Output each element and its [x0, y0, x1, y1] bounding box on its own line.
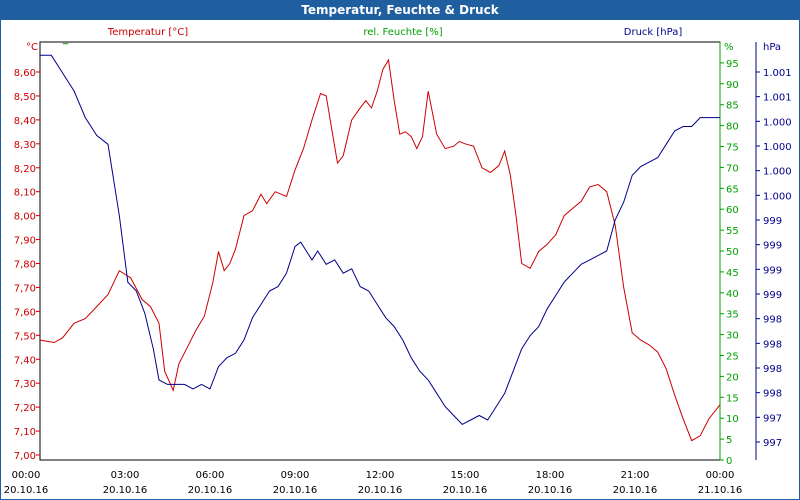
humidity-tick-label: 85 — [726, 101, 739, 112]
temp-tick-label: 7,90 — [14, 236, 36, 247]
tick-labels: 00:00 20.10.16 03:00 20.10.16 06:00 20.10.16 0… — [4, 59, 792, 496]
x-tick-time: 09:00 — [281, 470, 310, 481]
x-tick-date: 20.10.16 — [4, 485, 49, 496]
humidity-tick-label: 0 — [726, 456, 732, 467]
x-tick-time: 00:00 — [706, 470, 735, 481]
humidity-tick-label: 5 — [726, 435, 732, 446]
humidity-tick-label: 65 — [726, 184, 739, 195]
temp-tick-label: 8,50 — [14, 92, 36, 103]
pressure-tick-label: 1.000 — [763, 117, 792, 128]
temp-tick-label: 7,30 — [14, 379, 36, 390]
x-tick-date: 20.10.16 — [188, 485, 233, 496]
humidity-tick-label: 80 — [726, 122, 739, 133]
pressure-tick-label: 998 — [763, 339, 782, 350]
temp-tick-label: 7,50 — [14, 331, 36, 342]
humidity-tick-label: 55 — [726, 226, 739, 237]
humidity-tick-label: 45 — [726, 268, 739, 279]
temp-tick-label: 8,20 — [14, 164, 36, 175]
pressure-tick-label: 1.000 — [763, 142, 792, 153]
pressure-line — [40, 54, 720, 426]
plot-border — [39, 41, 721, 461]
temp-tick-label: 8,10 — [14, 188, 36, 199]
x-tick-time: 03:00 — [111, 470, 140, 481]
pressure-axis-title: Druck [hPa] — [624, 27, 683, 38]
temp-tick-label: 7,00 — [14, 451, 36, 462]
temp-unit-label: °C — [26, 42, 38, 53]
x-tick-time: 21:00 — [621, 470, 650, 481]
pressure-tick-label: 999 — [763, 216, 782, 227]
temp-tick-label: 7,10 — [14, 427, 36, 438]
humidity-tick-label: 25 — [726, 352, 739, 363]
pressure-unit-label: hPa — [763, 42, 781, 53]
humidity-unit-label: % — [724, 42, 734, 53]
temp-tick-label: 7,80 — [14, 260, 36, 271]
humidity-tick-label: 20 — [726, 372, 739, 383]
x-tick-date: 20.10.16 — [358, 485, 403, 496]
humidity-tick-label: 30 — [726, 331, 739, 342]
x-tick-time: 15:00 — [451, 470, 480, 481]
x-tick-date: 20.10.16 — [273, 485, 318, 496]
temp-tick-label: 7,60 — [14, 307, 36, 318]
temp-tick-label: 7,40 — [14, 355, 36, 366]
humidity-tick-label: 95 — [726, 59, 739, 70]
humidity-tick-label: 60 — [726, 205, 739, 216]
pressure-tick-label: 997 — [763, 438, 782, 449]
pressure-tick-label: 1.001 — [763, 93, 792, 104]
window-title: Temperatur, Feuchte & Druck — [0, 0, 800, 20]
humidity-tick-label: 10 — [726, 414, 739, 425]
x-tick-date: 21.10.16 — [698, 485, 743, 496]
x-tick-date: 20.10.16 — [443, 485, 488, 496]
temp-tick-label: 7,20 — [14, 403, 36, 414]
pressure-tick-label: 998 — [763, 389, 782, 400]
humidity-tick-label: 15 — [726, 393, 739, 404]
series-lines — [39, 43, 721, 442]
temp-axis-title: Temperatur [°C] — [107, 27, 188, 38]
pressure-tick-label: 999 — [763, 241, 782, 252]
x-tick-date: 20.10.16 — [103, 485, 148, 496]
x-tick-time: 00:00 — [12, 470, 41, 481]
pressure-tick-label: 1.000 — [763, 191, 792, 202]
humidity-tick-label: 35 — [726, 310, 739, 321]
temperature-line — [39, 58, 721, 442]
x-tick-date: 20.10.16 — [528, 485, 573, 496]
x-tick-date: 20.10.16 — [613, 485, 658, 496]
x-tick-time: 06:00 — [196, 470, 225, 481]
temp-tick-label: 8,40 — [14, 116, 36, 127]
temp-tick-label: 8,30 — [14, 140, 36, 151]
humidity-tick-label: 70 — [726, 163, 739, 174]
pressure-tick-label: 998 — [763, 315, 782, 326]
humidity-axis-title: rel. Feuchte [%] — [363, 27, 442, 38]
x-tick-time: 12:00 — [366, 470, 395, 481]
temp-tick-label: 7,70 — [14, 283, 36, 294]
pressure-tick-label: 1.001 — [763, 68, 792, 79]
pressure-tick-label: 999 — [763, 265, 782, 276]
humidity-tick-label: 75 — [726, 143, 739, 154]
pressure-tick-label: 999 — [763, 290, 782, 301]
axes — [39, 41, 757, 461]
chart-area: 00:00 20.10.16 03:00 20.10.16 06:00 20.10.16 0… — [4, 27, 792, 496]
humidity-tick-label: 40 — [726, 289, 739, 300]
pressure-tick-label: 1.000 — [763, 167, 792, 178]
humidity-tick-label: 50 — [726, 247, 739, 258]
humidity-tick-label: 90 — [726, 80, 739, 91]
axis-headers: °C Temperatur [°C] rel. Feuchte [%] Druck [… — [26, 27, 781, 53]
pressure-tick-label: 998 — [763, 364, 782, 375]
temp-tick-label: 8,60 — [14, 68, 36, 79]
x-tick-time: 18:00 — [536, 470, 565, 481]
pressure-tick-label: 997 — [763, 413, 782, 424]
temp-tick-label: 8,00 — [14, 212, 36, 223]
